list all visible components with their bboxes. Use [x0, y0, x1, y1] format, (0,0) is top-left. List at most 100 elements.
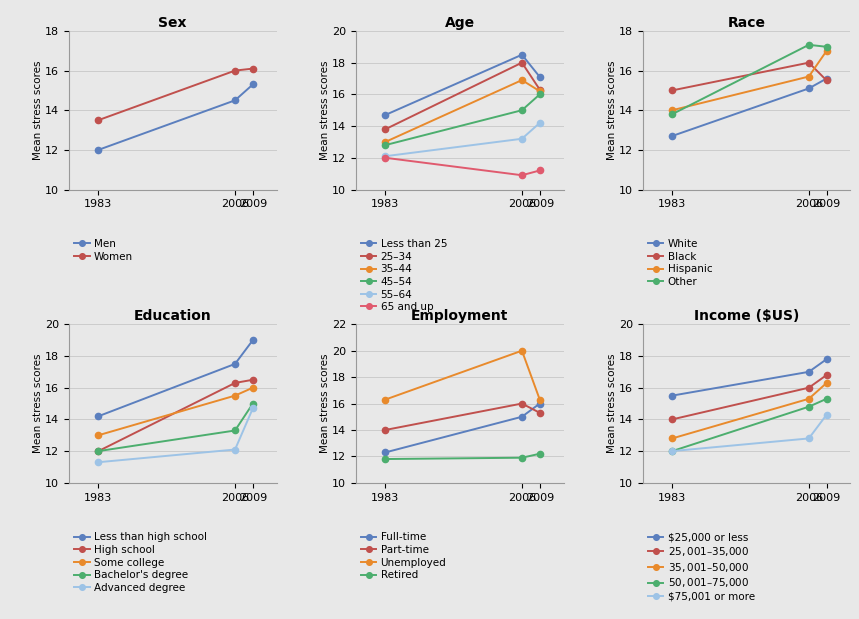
Title: Education: Education: [134, 309, 211, 323]
25–34: [517, 59, 527, 66]
Line: Unemployed: Unemployed: [382, 348, 543, 403]
Bachelor's degree: [230, 426, 241, 434]
25–34: [381, 126, 391, 133]
Line: Other: Other: [669, 41, 830, 118]
White: [804, 85, 814, 92]
Legend: Men, Women: Men, Women: [74, 239, 133, 262]
White: [821, 75, 832, 82]
65 and up: [517, 171, 527, 179]
High school: [230, 379, 241, 387]
Line: $25,001–$35,000: $25,001–$35,000: [669, 372, 830, 423]
$35,001–$50,000: [821, 379, 832, 387]
Line: Part-time: Part-time: [382, 400, 543, 433]
$25,000 or less: [821, 355, 832, 363]
Advanced degree: [230, 446, 241, 453]
35–44: [517, 76, 527, 84]
Legend: Less than 25, 25–34, 35–44, 45–54, 55–64, 65 and up: Less than 25, 25–34, 35–44, 45–54, 55–64…: [361, 239, 448, 312]
Retired: [517, 454, 527, 461]
Title: Age: Age: [444, 15, 475, 30]
Women: [94, 116, 104, 124]
$35,001–$50,000: [667, 435, 678, 442]
Y-axis label: Mean stress scores: Mean stress scores: [320, 61, 331, 160]
Some college: [94, 431, 104, 439]
Line: High school: High school: [95, 376, 256, 454]
Line: $50,001–$75,000: $50,001–$75,000: [669, 396, 830, 454]
$75,001 or more: [804, 435, 814, 442]
Hispanic: [804, 73, 814, 80]
Part-time: [381, 426, 391, 434]
55–64: [534, 119, 545, 127]
Y-axis label: Mean stress scores: Mean stress scores: [34, 354, 44, 453]
Y-axis label: Mean stress scores: Mean stress scores: [607, 61, 618, 160]
Men: [247, 80, 258, 88]
55–64: [381, 152, 391, 160]
Legend: Less than high school, High school, Some college, Bachelor's degree, Advanced de: Less than high school, High school, Some…: [74, 532, 207, 593]
Hispanic: [821, 47, 832, 54]
Line: 45–54: 45–54: [382, 91, 543, 148]
Title: Income ($US): Income ($US): [694, 309, 799, 323]
Full-time: [517, 413, 527, 420]
Line: White: White: [669, 76, 830, 139]
Y-axis label: Mean stress scores: Mean stress scores: [607, 354, 618, 453]
Line: Bachelor's degree: Bachelor's degree: [95, 400, 256, 454]
Hispanic: [667, 106, 678, 114]
Line: 35–44: 35–44: [382, 77, 543, 145]
35–44: [381, 138, 391, 145]
Legend: $25,000 or less, $25,001–$35,000, $35,001–$50,000, $50,001–$75,000, $75,001 or m: $25,000 or less, $25,001–$35,000, $35,00…: [648, 532, 755, 602]
Some college: [247, 384, 258, 391]
Black: [821, 77, 832, 84]
$50,001–$75,000: [667, 448, 678, 455]
Line: Less than 25: Less than 25: [382, 51, 543, 118]
Legend: White, Black, Hispanic, Other: White, Black, Hispanic, Other: [648, 239, 712, 287]
Less than 25: [534, 73, 545, 80]
Line: Some college: Some college: [95, 384, 256, 438]
Less than high school: [247, 336, 258, 344]
65 and up: [381, 154, 391, 162]
Less than 25: [381, 111, 391, 119]
Title: Race: Race: [728, 15, 765, 30]
Legend: Full-time, Part-time, Unemployed, Retired: Full-time, Part-time, Unemployed, Retire…: [361, 532, 447, 580]
Advanced degree: [94, 459, 104, 466]
Line: 65 and up: 65 and up: [382, 155, 543, 178]
45–54: [517, 106, 527, 114]
Line: Women: Women: [95, 66, 256, 123]
$50,001–$75,000: [821, 395, 832, 402]
High school: [247, 376, 258, 384]
Unemployed: [517, 347, 527, 355]
Part-time: [517, 400, 527, 407]
$25,000 or less: [667, 392, 678, 399]
$75,001 or more: [821, 411, 832, 418]
White: [667, 132, 678, 140]
25–34: [534, 86, 545, 93]
Women: [247, 65, 258, 72]
Bachelor's degree: [247, 400, 258, 407]
Bachelor's degree: [94, 448, 104, 455]
Unemployed: [534, 396, 545, 404]
65 and up: [534, 167, 545, 174]
Less than 25: [517, 51, 527, 58]
45–54: [534, 90, 545, 98]
35–44: [534, 87, 545, 95]
Unemployed: [381, 396, 391, 404]
Other: [804, 41, 814, 48]
$75,001 or more: [667, 448, 678, 455]
$25,001–$35,000: [821, 371, 832, 379]
Line: $25,000 or less: $25,000 or less: [669, 356, 830, 399]
Retired: [381, 456, 391, 463]
Full-time: [381, 449, 391, 456]
Less than high school: [94, 412, 104, 420]
Less than high school: [230, 360, 241, 368]
Full-time: [534, 400, 545, 407]
High school: [94, 448, 104, 455]
Line: Retired: Retired: [382, 451, 543, 462]
Men: [94, 146, 104, 154]
55–64: [517, 135, 527, 142]
Line: Men: Men: [95, 81, 256, 153]
Advanced degree: [247, 405, 258, 412]
Line: 55–64: 55–64: [382, 120, 543, 159]
Line: Black: Black: [669, 59, 830, 93]
Line: Advanced degree: Advanced degree: [95, 405, 256, 465]
Part-time: [534, 409, 545, 417]
Title: Sex: Sex: [158, 15, 187, 30]
Line: Full-time: Full-time: [382, 400, 543, 456]
